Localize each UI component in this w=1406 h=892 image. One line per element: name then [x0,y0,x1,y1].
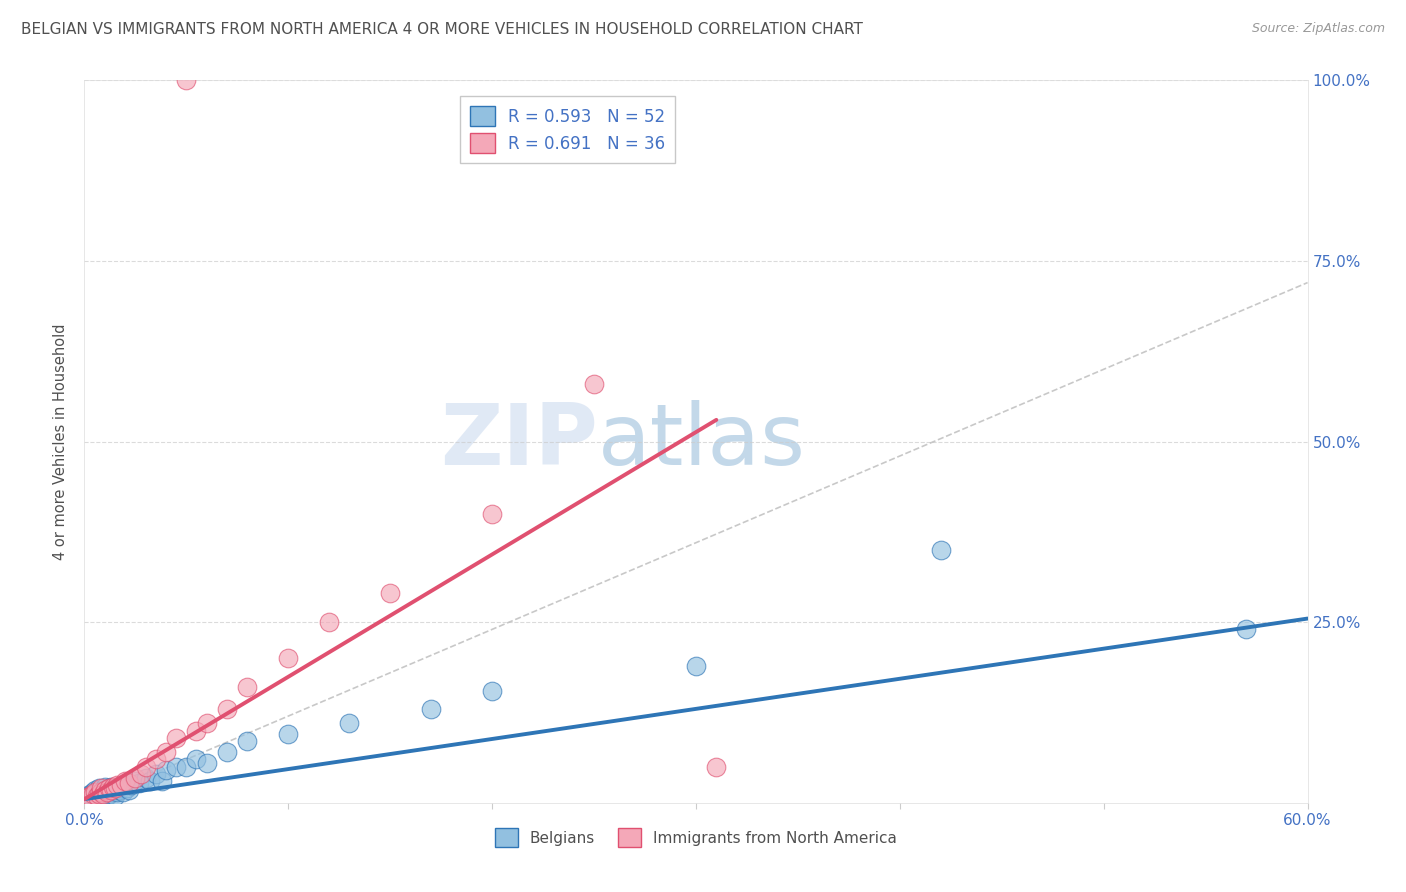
Point [195,756,218,770]
Point [481,507,503,521]
Point [105,785,128,799]
Point [100,780,122,794]
Point [118,782,141,797]
Point [114,778,136,792]
Point [165,731,187,745]
Point [174,760,197,774]
Text: atlas: atlas [598,400,806,483]
Point [87,781,110,796]
Point [277,651,299,665]
Point [236,680,259,694]
Point [86,789,108,803]
Point [83,790,105,805]
Point [145,767,167,781]
Point [82,787,104,801]
Point [90,785,112,799]
Point [277,727,299,741]
Point [79,787,101,801]
Point [93,780,115,794]
Point [104,781,127,796]
Point [91,787,114,801]
Point [93,790,115,805]
Point [124,771,146,785]
Point [91,787,114,801]
Text: ZIP: ZIP [440,400,598,483]
Point [150,774,173,789]
Point [110,778,132,792]
Point [155,745,177,759]
Point [131,767,153,781]
Point [420,702,443,716]
Point [91,782,114,797]
Point [101,782,124,797]
Point [105,778,128,792]
Point [115,781,138,796]
Point [77,790,100,805]
Point [96,785,118,799]
Point [1236,623,1258,637]
Point [100,785,122,799]
Point [83,782,105,797]
Point [82,785,104,799]
Point [104,789,127,803]
Point [87,787,110,801]
Point [685,658,707,673]
Point [165,760,187,774]
Point [114,774,136,789]
Point [145,752,167,766]
Point [100,782,122,797]
Point [706,760,728,774]
Point [339,716,361,731]
Point [93,782,115,797]
Point [135,760,157,774]
Point [583,376,606,391]
Point [79,789,101,803]
Point [97,781,120,796]
Point [195,716,218,731]
Point [929,542,952,557]
Point [118,775,141,789]
Point [97,787,120,801]
Y-axis label: 4 or more Vehicles in Household: 4 or more Vehicles in Household [53,323,69,560]
Point [87,787,110,801]
Point [135,771,157,785]
Legend: Belgians, Immigrants from North America: Belgians, Immigrants from North America [489,822,903,853]
Point [481,683,503,698]
Point [380,586,402,600]
Point [318,615,340,630]
Point [108,782,131,797]
Point [96,782,118,797]
Point [120,778,142,792]
Point [138,774,160,789]
Point [124,774,146,789]
Point [101,780,124,794]
Point [155,764,177,778]
Point [90,789,112,803]
Point [104,781,127,796]
Point [90,781,112,796]
Point [128,775,150,789]
Point [217,745,239,759]
Point [83,785,105,799]
Text: Source: ZipAtlas.com: Source: ZipAtlas.com [1251,22,1385,36]
Text: BELGIAN VS IMMIGRANTS FROM NORTH AMERICA 4 OR MORE VEHICLES IN HOUSEHOLD CORRELA: BELGIAN VS IMMIGRANTS FROM NORTH AMERICA… [21,22,863,37]
Point [217,702,239,716]
Point [236,734,259,748]
Point [186,723,208,738]
Point [96,789,118,803]
Point [86,789,108,803]
Point [97,781,120,796]
Point [174,73,197,87]
Point [186,752,208,766]
Point [77,789,100,803]
Point [90,785,112,799]
Point [112,785,135,799]
Point [110,781,132,796]
Point [93,785,115,799]
